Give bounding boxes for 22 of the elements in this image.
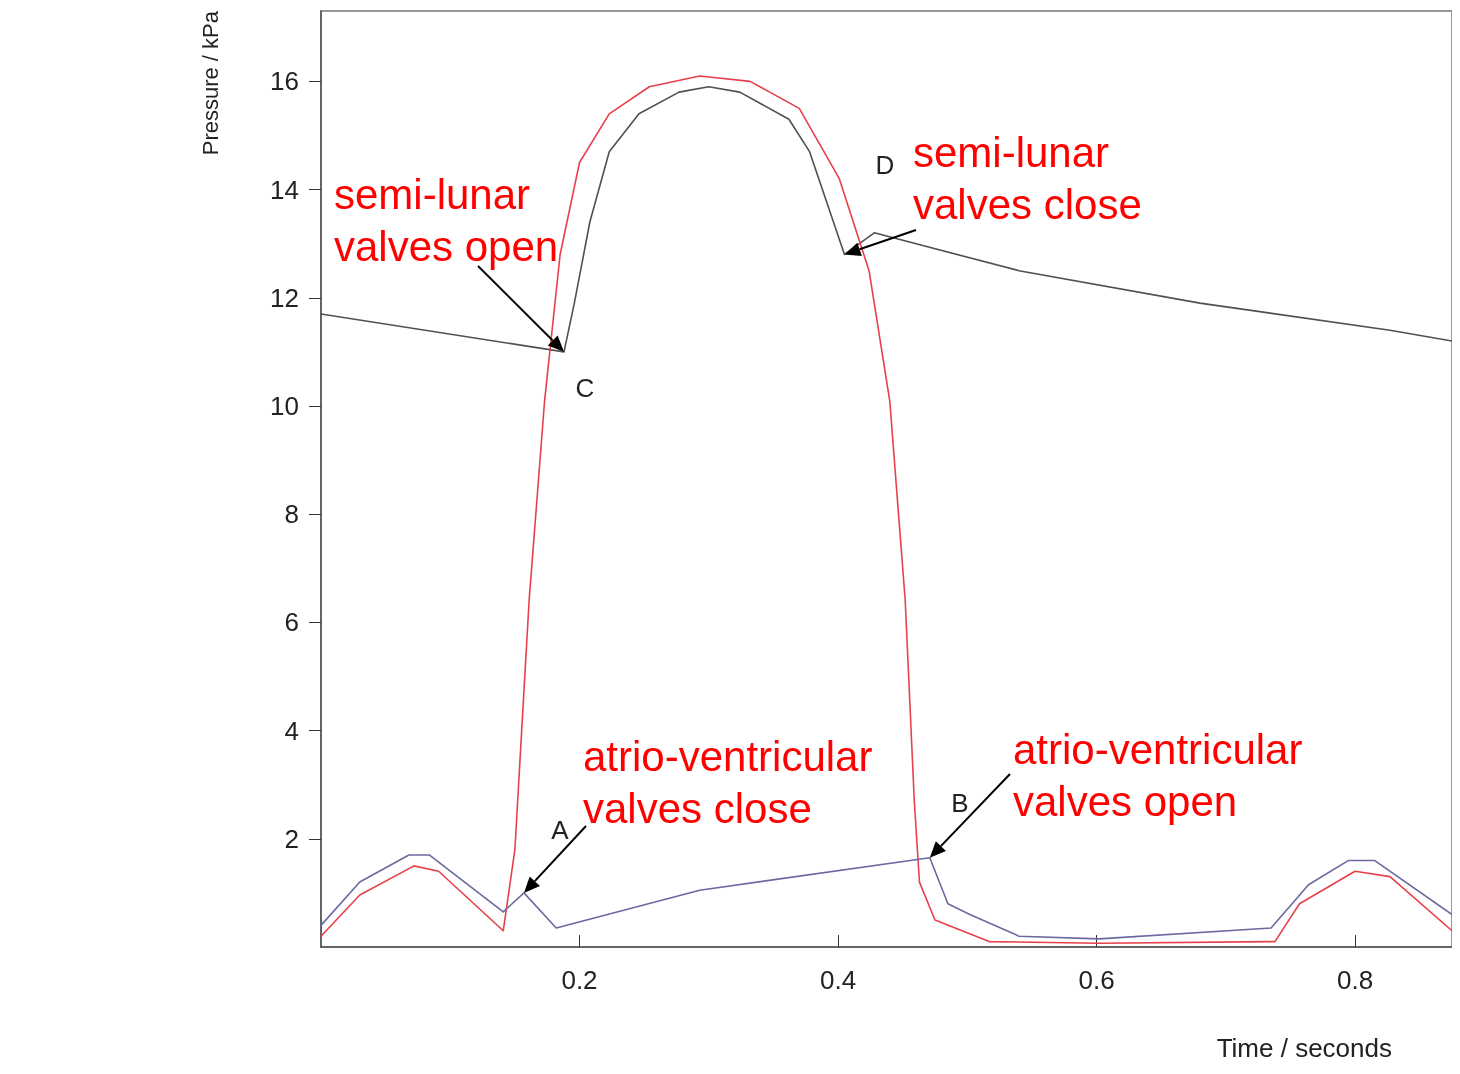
y-tick-label: 6 [284,607,299,638]
annotation: D [875,150,895,180]
x-axis-title: Time / seconds [1216,1033,1392,1063]
annotation: semi-lunar valves open [334,170,559,270]
annotation: C [575,373,595,403]
y-tick-label: 10 [270,390,299,421]
x-tick-label: 0.4 [819,965,857,995]
x-tick-label: 0.8 [1336,965,1374,995]
annotation: atrio-ventricular valves close [583,732,873,832]
annotation: A [551,815,570,845]
y-tick-label: 8 [284,499,299,530]
annotation: atrio-ventricular valves open [1013,725,1303,825]
x-tick-label: 0.2 [561,965,598,995]
x-tick-label: 0.6 [1078,965,1115,995]
y-tick-label: 16 [270,66,299,97]
y-tick-label: 4 [284,715,299,746]
y-tick-label: 2 [284,823,299,854]
y-axis-title: Pressure / kPa [197,10,223,156]
annotation: B [951,788,969,818]
annotation: semi-lunar valves close [913,128,1142,228]
y-tick-label: 12 [270,282,299,313]
y-tick-label: 14 [270,174,299,205]
